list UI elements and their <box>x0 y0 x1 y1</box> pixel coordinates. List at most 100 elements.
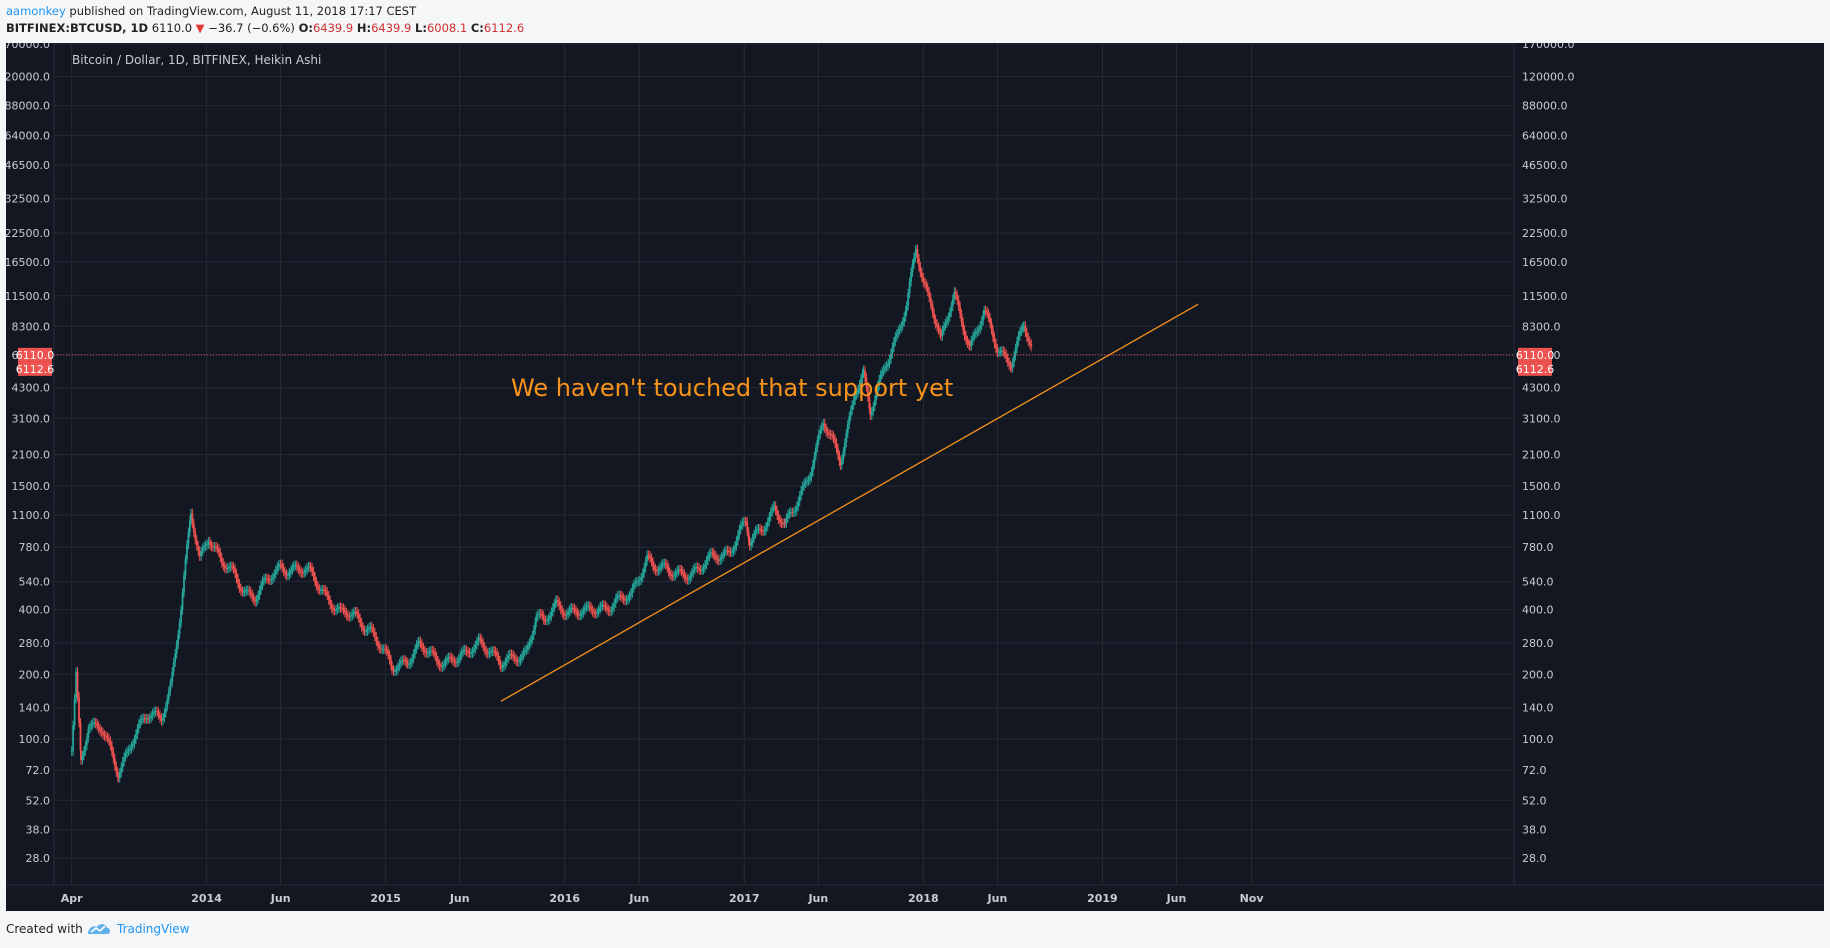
y-tick-label-right: 46500.0 <box>1522 159 1568 172</box>
close-price-badge-left-bg <box>18 361 52 376</box>
y-tick-label-left: 11500.0 <box>6 290 50 303</box>
candle-body <box>826 431 829 434</box>
candle-body <box>923 281 926 284</box>
candle-body <box>541 613 544 616</box>
y-tick-label-right: 100.0 <box>1522 733 1554 746</box>
candle-body <box>604 605 607 608</box>
tradingview-link[interactable]: TradingView <box>117 922 190 936</box>
y-tick-label-right: 540.0 <box>1522 576 1554 589</box>
candle-body <box>392 669 395 672</box>
candle-body <box>556 599 559 603</box>
candle-body <box>1014 348 1017 356</box>
candle-body <box>473 648 475 652</box>
y-tick-label-left: 170000.0 <box>6 43 50 51</box>
candle-body <box>565 614 568 616</box>
candle-body <box>249 591 252 594</box>
candle-body <box>984 310 987 312</box>
candle-body <box>412 653 415 659</box>
last-price-badge-left: 6110.0 <box>16 349 55 362</box>
tradingview-logo-icon[interactable] <box>86 922 112 939</box>
candle-body <box>238 583 241 589</box>
candle-body <box>235 573 238 579</box>
candle-body <box>409 662 412 664</box>
candle-body <box>394 671 396 673</box>
candle-body <box>456 661 459 663</box>
y-tick-label-right: 22500.0 <box>1522 227 1568 240</box>
candle-body <box>160 717 163 721</box>
candle-body <box>91 722 94 725</box>
chart-canvas[interactable]: 170000.0 170000.0 120000.0 120000.0 88000.0 8… <box>6 43 1824 911</box>
y-tick-label-right: 3100.0 <box>1522 412 1561 425</box>
candle-body <box>865 377 868 387</box>
candle-body <box>309 566 312 568</box>
price-chart[interactable]: 170000.0 170000.0 120000.0 120000.0 88000.0 8… <box>6 43 1824 911</box>
candle-body <box>735 540 738 547</box>
x-tick-label: 2018 <box>908 892 939 905</box>
candle-body <box>274 570 277 574</box>
candle-body <box>632 584 635 588</box>
candle-body <box>911 264 914 273</box>
candle-body <box>573 608 576 611</box>
candle-body <box>204 545 207 547</box>
candle-body <box>273 573 276 578</box>
candle-body <box>404 660 407 662</box>
candle-body <box>670 574 673 576</box>
candle-body <box>402 659 405 661</box>
candle-body <box>701 569 703 571</box>
author-link[interactable]: aamonkey <box>6 4 66 18</box>
candle-body <box>986 311 989 314</box>
candle-body <box>405 661 408 664</box>
candle-body <box>291 567 294 570</box>
candle-body <box>346 615 349 617</box>
candle-body <box>459 655 462 659</box>
candle-body <box>580 612 583 615</box>
y-tick-label-right: 2100.0 <box>1522 449 1561 462</box>
candle-body <box>624 599 626 601</box>
candle-body <box>501 666 504 668</box>
y-tick-label-right: 200.0 <box>1522 668 1554 681</box>
candle-body <box>268 579 271 581</box>
candle-body <box>919 266 922 273</box>
candle-body <box>928 291 931 298</box>
candle-body <box>625 599 628 601</box>
candle-body <box>854 394 857 401</box>
symbol-label: BITFINEX:BTCUSD, 1D <box>6 21 149 35</box>
y-tick-label-left: 52.0 <box>26 794 51 807</box>
candle-body <box>736 534 739 541</box>
candle-body <box>845 433 848 443</box>
candle-body <box>432 650 435 653</box>
support-trendline <box>500 303 1199 702</box>
candle-body <box>1024 325 1027 333</box>
y-tick-label-right: 140.0 <box>1522 702 1554 715</box>
candle-body <box>113 758 116 766</box>
candle-body <box>913 257 915 265</box>
candle-body <box>112 751 115 759</box>
candle-body <box>500 664 502 668</box>
candle-body <box>329 599 332 605</box>
candle-body <box>682 571 684 574</box>
candle-body <box>81 755 84 760</box>
y-tick-label-right: 4300.0 <box>1522 382 1561 395</box>
candle-body <box>728 550 730 552</box>
candle-body <box>954 291 957 296</box>
candle-body <box>220 557 223 563</box>
published-text: published on TradingView.com, August 11,… <box>69 4 417 18</box>
y-tick-label-left: 2100.0 <box>12 449 51 462</box>
candle-body <box>908 281 911 294</box>
candle-body <box>603 604 605 606</box>
candle-body <box>214 546 217 548</box>
candle-body <box>186 544 188 560</box>
candle-body <box>1002 350 1005 352</box>
candle-body <box>83 751 85 756</box>
candle-body <box>349 615 352 617</box>
candle-body <box>421 643 423 648</box>
candle-body <box>225 567 228 569</box>
candle-body <box>714 555 717 559</box>
candle-body <box>866 386 869 397</box>
candle-body <box>777 515 780 520</box>
candle-body <box>966 340 969 344</box>
candle-body <box>699 569 702 571</box>
candle-body <box>87 728 90 738</box>
candle-body <box>181 592 184 610</box>
candle-body <box>477 637 480 639</box>
